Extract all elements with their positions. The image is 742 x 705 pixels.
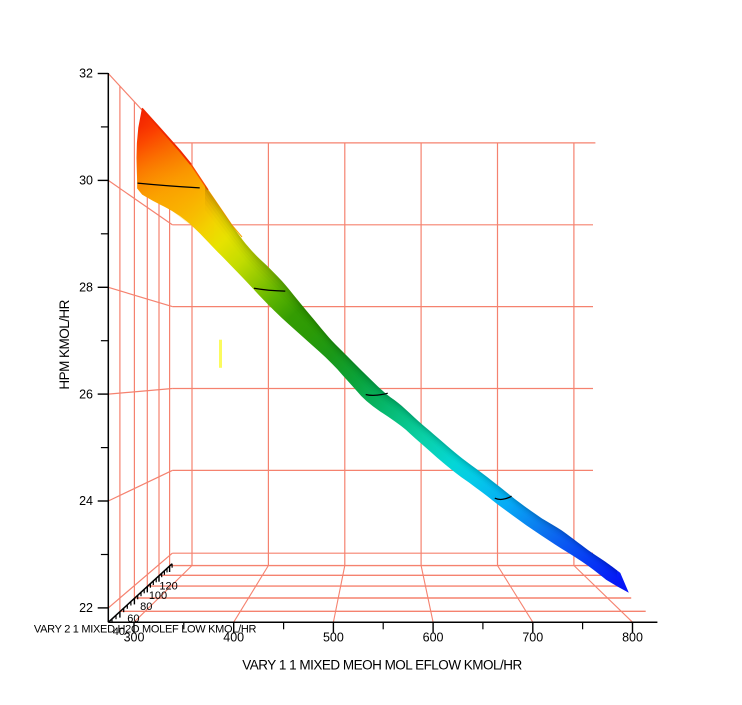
svg-text:600: 600 bbox=[423, 631, 444, 645]
svg-text:300: 300 bbox=[124, 631, 145, 645]
svg-text:30: 30 bbox=[79, 174, 93, 188]
svg-text:40: 40 bbox=[113, 626, 125, 638]
svg-text:22: 22 bbox=[79, 601, 93, 615]
svg-text:VARY 2 1 MIXED H2O MOLEF LOW K: VARY 2 1 MIXED H2O MOLEF LOW KMOL/HR bbox=[34, 623, 257, 635]
svg-text:80: 80 bbox=[140, 601, 152, 613]
svg-text:700: 700 bbox=[522, 631, 543, 645]
svg-text:32: 32 bbox=[79, 67, 93, 81]
svg-text:100: 100 bbox=[149, 590, 167, 602]
svg-text:VARY 1 1 MIXED MEOH MOL EFLOW: VARY 1 1 MIXED MEOH MOL EFLOW KMOL/HR bbox=[242, 658, 522, 673]
svg-text:HPM KMOL/HR: HPM KMOL/HR bbox=[57, 299, 72, 389]
svg-text:28: 28 bbox=[79, 281, 93, 295]
svg-text:26: 26 bbox=[79, 387, 93, 401]
svg-text:400: 400 bbox=[223, 631, 244, 645]
svg-text:800: 800 bbox=[622, 631, 643, 645]
svg-text:120: 120 bbox=[159, 581, 177, 593]
svg-text:500: 500 bbox=[323, 631, 344, 645]
svg-text:24: 24 bbox=[79, 494, 93, 508]
svg-text:60: 60 bbox=[127, 613, 139, 625]
